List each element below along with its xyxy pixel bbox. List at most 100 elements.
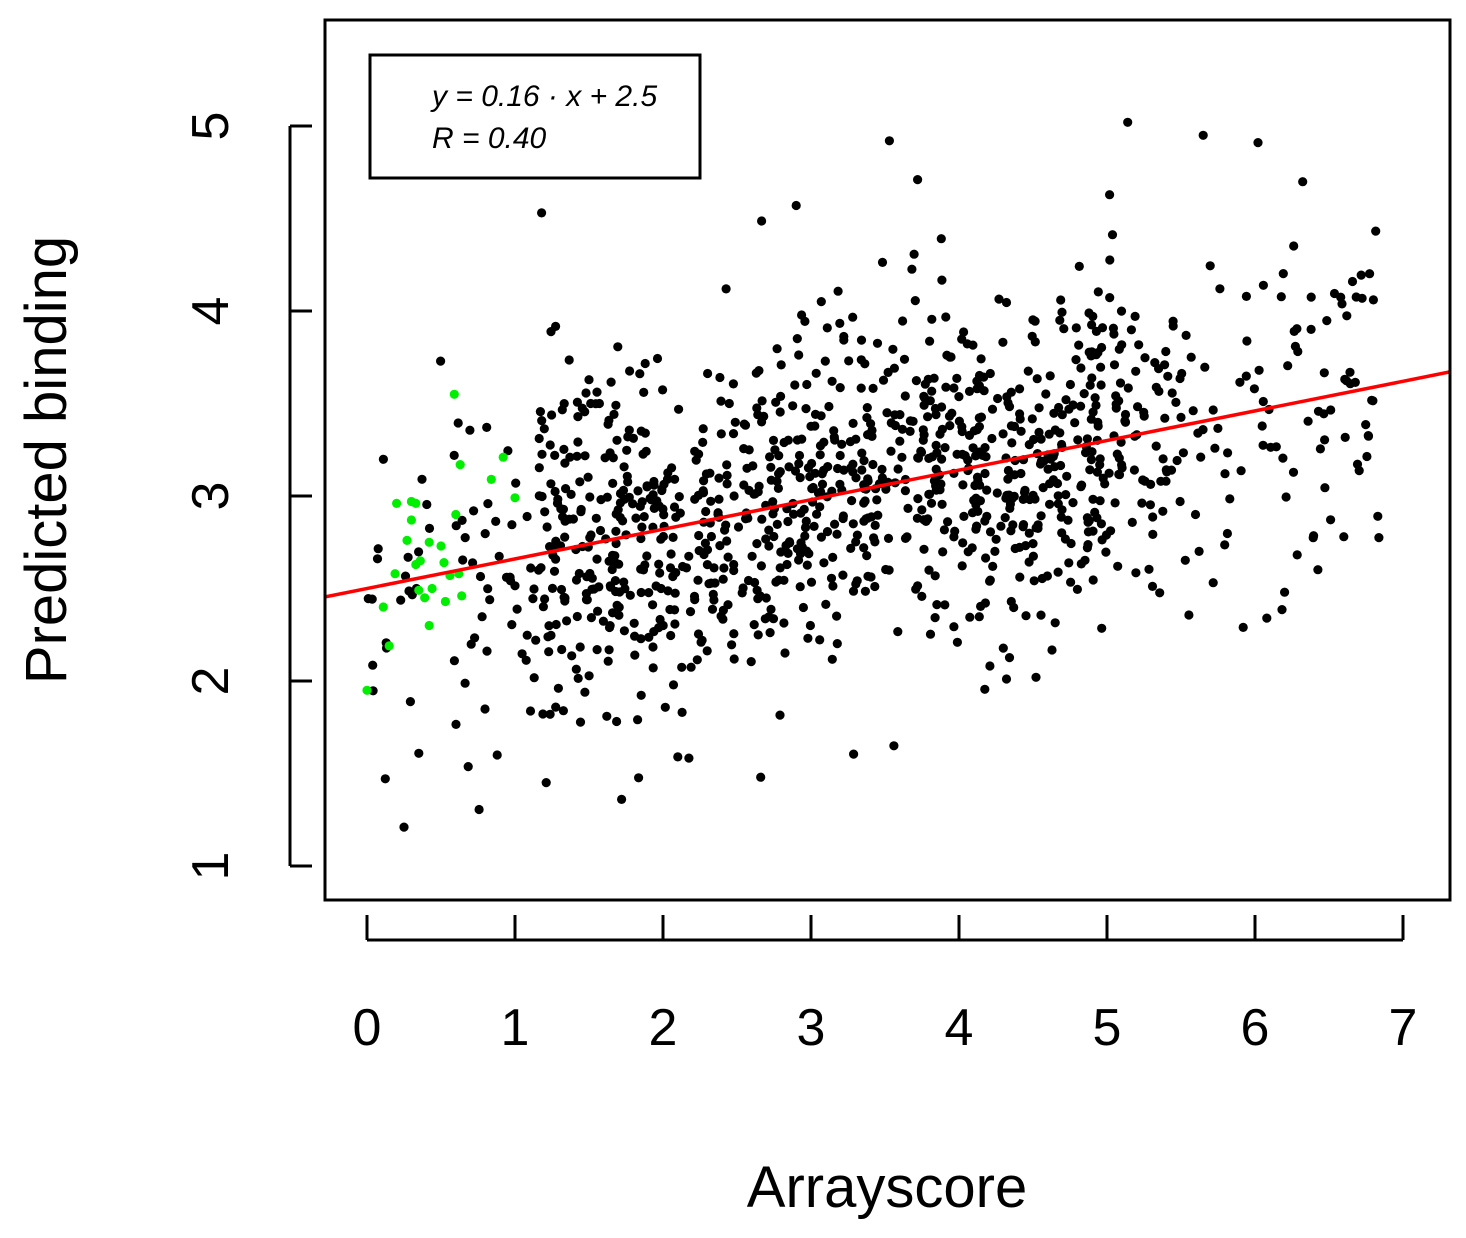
data-point — [968, 340, 978, 350]
data-point — [838, 511, 849, 521]
data-point — [860, 359, 870, 369]
data-point — [959, 327, 969, 337]
data-point — [536, 563, 546, 573]
data-point — [1144, 564, 1154, 574]
data-point — [507, 520, 517, 530]
data-point — [1262, 613, 1272, 623]
data-point — [373, 544, 383, 554]
data-point — [740, 420, 751, 430]
data-point — [544, 621, 554, 631]
data-point — [829, 432, 839, 442]
x-tick-label: 6 — [1241, 999, 1270, 1057]
data-point — [1280, 587, 1290, 597]
regression-line — [325, 370, 1450, 599]
highlight-point — [414, 585, 424, 595]
data-point — [805, 620, 816, 631]
data-point — [503, 446, 513, 456]
x-tick-label: 0 — [353, 999, 382, 1057]
data-point — [1339, 532, 1349, 542]
data-point — [491, 516, 501, 527]
data-point — [963, 547, 973, 557]
data-point — [932, 448, 942, 458]
data-point — [1044, 429, 1054, 439]
data-point — [611, 538, 621, 549]
data-point — [542, 522, 552, 532]
data-point — [900, 486, 911, 496]
data-point — [1120, 409, 1131, 420]
data-point — [932, 600, 942, 610]
data-point — [897, 424, 908, 434]
data-point — [883, 533, 894, 544]
data-point — [378, 454, 388, 464]
data-point — [1130, 311, 1140, 321]
data-point — [1061, 395, 1071, 405]
data-point — [512, 604, 522, 614]
data-point — [1315, 444, 1325, 454]
data-point — [614, 602, 624, 612]
data-point — [940, 443, 950, 453]
data-point — [1090, 507, 1100, 517]
data-point — [1362, 451, 1372, 462]
data-point — [987, 433, 997, 444]
data-point — [1043, 464, 1053, 474]
data-point — [729, 559, 739, 570]
data-point — [1235, 377, 1245, 387]
x-tick-label: 7 — [1389, 999, 1418, 1057]
data-point — [869, 533, 879, 543]
data-point — [1160, 413, 1170, 423]
data-point — [1066, 577, 1076, 587]
data-point — [974, 381, 985, 391]
data-point — [1190, 509, 1201, 520]
data-point — [547, 583, 558, 594]
data-point — [663, 586, 673, 596]
data-point — [541, 778, 551, 788]
data-point — [1060, 534, 1070, 544]
data-point — [1074, 261, 1084, 271]
data-point — [765, 452, 775, 462]
data-point — [753, 630, 763, 640]
data-point — [795, 582, 805, 592]
data-point — [1105, 190, 1115, 200]
data-point — [575, 477, 585, 487]
data-point — [707, 604, 718, 614]
data-point — [529, 673, 539, 683]
data-point — [628, 433, 639, 443]
data-point — [1134, 340, 1144, 350]
data-point — [654, 559, 664, 569]
data-point — [886, 446, 896, 456]
data-point — [1057, 410, 1067, 420]
data-point — [739, 480, 749, 490]
data-point — [1238, 622, 1248, 633]
data-point — [993, 393, 1003, 404]
data-point — [1361, 420, 1371, 430]
data-point — [1093, 287, 1103, 297]
data-point — [1156, 476, 1166, 486]
data-point — [1004, 653, 1015, 663]
data-point — [743, 575, 754, 586]
data-point — [752, 539, 762, 549]
data-point — [553, 683, 564, 693]
data-point — [757, 396, 767, 406]
data-point — [902, 532, 912, 542]
data-point — [917, 591, 927, 602]
data-point — [1095, 496, 1105, 506]
data-point — [895, 436, 905, 446]
data-point — [1008, 520, 1018, 530]
data-point — [1208, 578, 1218, 588]
data-point — [919, 393, 930, 403]
data-point — [790, 466, 801, 476]
data-point — [470, 633, 480, 643]
data-point — [633, 715, 643, 725]
data-point — [794, 450, 805, 461]
data-point — [931, 410, 941, 420]
data-point — [926, 498, 937, 508]
data-point — [724, 398, 734, 409]
data-point — [790, 380, 800, 390]
data-point — [400, 571, 411, 581]
data-point — [1010, 543, 1020, 554]
data-point — [1306, 292, 1316, 302]
data-point — [775, 563, 785, 573]
data-point — [980, 468, 990, 479]
data-point — [1205, 261, 1215, 271]
